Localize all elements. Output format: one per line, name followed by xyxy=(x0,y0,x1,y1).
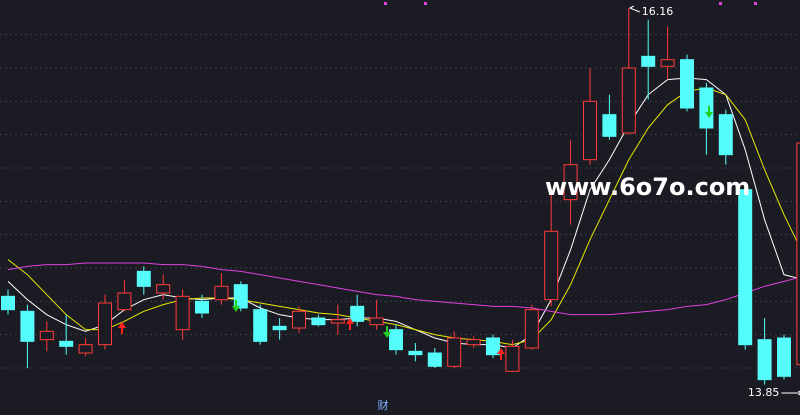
candle-body xyxy=(117,292,132,311)
high-label: 16.16 xyxy=(642,5,674,18)
candle-body xyxy=(505,345,520,372)
candle-body xyxy=(796,142,800,366)
low-label: 13.85 xyxy=(748,386,780,399)
buy-signal xyxy=(497,348,505,360)
dot xyxy=(424,2,427,5)
candle-body xyxy=(292,310,306,329)
candle-body xyxy=(660,59,675,67)
candle-body xyxy=(583,100,597,161)
signals xyxy=(118,2,757,360)
candle-body xyxy=(563,164,578,201)
candle-body xyxy=(602,114,617,137)
candle-body xyxy=(195,300,209,314)
candle-body xyxy=(311,317,326,326)
buy-signal xyxy=(346,318,354,330)
candle-body xyxy=(136,270,151,287)
candle-body xyxy=(350,305,365,322)
candle-body xyxy=(214,285,229,301)
candle-body xyxy=(408,350,423,356)
ma-line xyxy=(7,77,800,349)
candle-body xyxy=(447,337,462,367)
candle-body xyxy=(233,284,248,309)
candle-body xyxy=(777,337,791,377)
dot xyxy=(754,2,757,5)
high-arrow xyxy=(629,5,640,13)
sell-signal xyxy=(383,326,391,338)
candle-body xyxy=(175,295,190,331)
dot xyxy=(719,2,722,5)
candle-body xyxy=(98,302,112,346)
grid xyxy=(0,34,800,369)
candle-body xyxy=(718,114,733,156)
candle-body xyxy=(641,55,656,67)
candle-body xyxy=(757,339,772,381)
candle-body xyxy=(59,340,74,347)
candle-body xyxy=(272,325,287,331)
candle-body xyxy=(699,87,714,129)
candle-body xyxy=(544,230,559,301)
buy-signal xyxy=(118,322,126,334)
ma-line xyxy=(7,262,800,316)
candle-body xyxy=(680,59,694,109)
dot xyxy=(384,2,387,5)
candle-body xyxy=(39,330,54,341)
sell-signal xyxy=(705,106,713,118)
candle-body xyxy=(253,309,268,342)
candle-body xyxy=(466,339,481,346)
lines xyxy=(7,77,800,349)
candle-body xyxy=(1,295,15,311)
candle-body xyxy=(156,284,171,294)
candle-body xyxy=(524,309,539,349)
candles xyxy=(1,8,800,385)
candle-body xyxy=(389,329,403,351)
candle-body xyxy=(20,310,35,342)
candle-body xyxy=(330,319,345,324)
candle-body xyxy=(621,67,636,134)
candle-body xyxy=(738,189,753,346)
footer: 财 xyxy=(378,398,389,412)
candle-body xyxy=(78,344,93,354)
watermark: www.6o7o.com xyxy=(545,173,750,201)
candle-body xyxy=(427,352,442,367)
candle-body xyxy=(486,337,500,356)
sell-signal xyxy=(232,300,240,312)
candle-body xyxy=(369,317,384,326)
ma-line xyxy=(7,87,800,346)
